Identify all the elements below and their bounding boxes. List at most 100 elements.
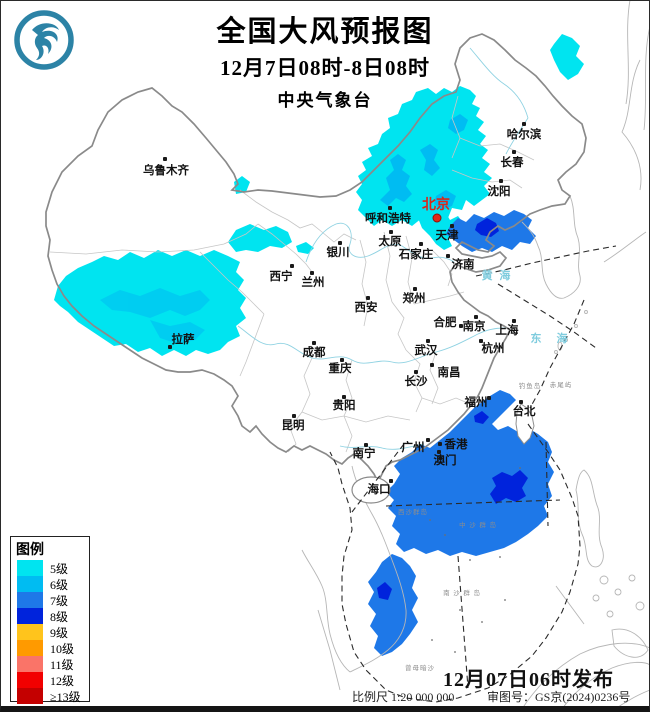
city-label: 成都 bbox=[302, 347, 326, 359]
sea-label: 东 海 bbox=[530, 333, 570, 345]
legend-label: 9级 bbox=[50, 625, 69, 640]
agency-name: 中央气象台 bbox=[277, 91, 373, 110]
wind-area-7-south-china-sea bbox=[386, 390, 554, 556]
maritime-dashed-lines bbox=[329, 245, 617, 703]
wind-area-5-border-notch bbox=[234, 176, 250, 194]
wind-area-8-scs-core bbox=[490, 470, 528, 504]
city-dot bbox=[512, 150, 516, 154]
city-dot bbox=[388, 206, 392, 210]
city-label: 昆明 bbox=[281, 420, 305, 432]
wind-area-8-strait-spot bbox=[474, 411, 489, 424]
city-label: 南宁 bbox=[352, 448, 376, 460]
city-label: 哈尔滨 bbox=[506, 129, 542, 141]
city-label: 天津 bbox=[435, 230, 459, 242]
legend-swatch bbox=[17, 608, 43, 624]
wind-area-5-ne-streak bbox=[550, 34, 584, 80]
city-dot bbox=[430, 363, 434, 367]
city-label: 台北 bbox=[512, 406, 536, 418]
approval-number: 审图号：GS京(2024)0236号 bbox=[487, 690, 631, 704]
city-dot bbox=[459, 324, 463, 328]
sea-label: 赤尾屿 bbox=[549, 382, 573, 389]
city-dot bbox=[389, 479, 393, 483]
city-dot bbox=[389, 230, 393, 234]
legend-row: 8级 bbox=[11, 608, 89, 624]
city-label: 银川 bbox=[326, 247, 350, 259]
wind-area-8-bohai-core bbox=[475, 218, 499, 237]
hainan-island bbox=[351, 476, 391, 504]
legend-swatch bbox=[17, 688, 43, 704]
city-label: 广州 bbox=[401, 442, 425, 454]
city-label: 沈阳 bbox=[487, 186, 511, 198]
city-dot bbox=[364, 443, 368, 447]
city-label: 杭州 bbox=[481, 343, 505, 355]
legend-swatch bbox=[17, 656, 43, 672]
city-dot bbox=[310, 271, 314, 275]
legend-row: 7级 bbox=[11, 592, 89, 608]
city-dot bbox=[522, 122, 526, 126]
sea-label: 中 沙 群 岛 bbox=[459, 522, 497, 529]
city-dot bbox=[512, 319, 516, 323]
city-label: 郑州 bbox=[402, 293, 426, 305]
city-dot bbox=[499, 179, 503, 183]
legend-label: 11级 bbox=[50, 657, 74, 672]
wind-area-6-inner-mongolia bbox=[380, 114, 468, 210]
legend-title: 图例 bbox=[16, 543, 44, 558]
city-label: 西宁 bbox=[269, 271, 293, 283]
legend-row: 12级 bbox=[11, 672, 89, 688]
city-label: 澳门 bbox=[433, 455, 457, 467]
city-dot bbox=[413, 287, 417, 291]
dragon-glyph bbox=[32, 23, 59, 60]
city-label: 海口 bbox=[367, 484, 391, 496]
province-borders bbox=[49, 95, 535, 453]
city-label: 长沙 bbox=[404, 376, 428, 388]
legend-box: 图例 5级 6级 7级 8级 9级 10级 11级 12级 ≥13级 bbox=[10, 536, 90, 704]
islet-specks bbox=[429, 467, 521, 653]
legend-swatch bbox=[17, 640, 43, 656]
city-label: 西安 bbox=[354, 302, 378, 314]
legend-row: 6级 bbox=[11, 576, 89, 592]
city-dot bbox=[342, 395, 346, 399]
city-label: 兰州 bbox=[301, 277, 325, 289]
legend-row: 5级 bbox=[11, 560, 89, 576]
city-label: 上海 bbox=[495, 325, 519, 337]
city-dot bbox=[487, 396, 491, 400]
legend-swatch bbox=[17, 672, 43, 688]
city-dot bbox=[163, 157, 167, 161]
city-dot bbox=[446, 254, 450, 258]
wind-area-6-tibet-texture bbox=[100, 288, 210, 344]
city-label: 福州 bbox=[464, 397, 488, 409]
city-dot bbox=[450, 224, 454, 228]
page-title: 全国大风预报图 bbox=[216, 16, 434, 48]
city-dot bbox=[479, 339, 483, 343]
legend-row: 9级 bbox=[11, 624, 89, 640]
legend-label: ≥13级 bbox=[50, 689, 81, 704]
city-dot bbox=[414, 370, 418, 374]
foreign-coastlines bbox=[301, 0, 650, 712]
sea-label: 南 沙 群 岛 bbox=[443, 590, 481, 597]
city-label: 拉萨 bbox=[171, 334, 195, 346]
city-dot bbox=[426, 438, 430, 442]
legend-label: 7级 bbox=[50, 593, 69, 608]
forecast-period: 12月7日08时-8日08时 bbox=[220, 56, 430, 80]
legend-swatch bbox=[17, 576, 43, 592]
city-dot bbox=[366, 296, 370, 300]
rivers bbox=[237, 47, 529, 450]
city-label: 南昌 bbox=[437, 367, 461, 379]
city-dot bbox=[519, 400, 523, 404]
city-dot bbox=[338, 241, 342, 245]
city-label: 北京 bbox=[422, 196, 450, 212]
city-label: 贵阳 bbox=[332, 400, 356, 412]
sea-label: 曾母暗沙 bbox=[405, 665, 435, 672]
city-label: 武汉 bbox=[414, 345, 438, 357]
city-dot bbox=[438, 442, 442, 446]
wind-area-7-scs-south bbox=[368, 554, 418, 656]
legend-row: 11级 bbox=[11, 656, 89, 672]
legend-label: 8级 bbox=[50, 609, 69, 624]
legend-row: 10级 bbox=[11, 640, 89, 656]
city-dot bbox=[437, 450, 441, 454]
city-dot bbox=[432, 213, 442, 223]
legend-row: ≥13级 bbox=[11, 688, 89, 704]
cma-logo bbox=[14, 10, 74, 70]
